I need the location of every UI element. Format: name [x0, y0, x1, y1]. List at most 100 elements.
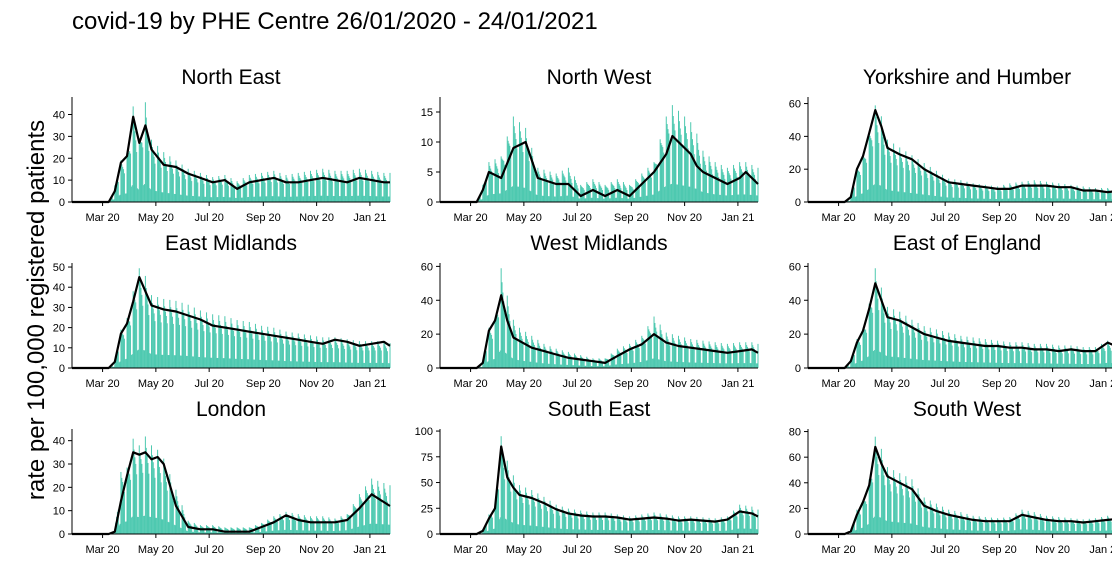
bar: [603, 366, 605, 368]
bar: [235, 358, 237, 368]
bar: [233, 336, 235, 368]
bar: [214, 327, 216, 368]
bar: [673, 518, 675, 534]
bar: [512, 522, 514, 534]
bar: [975, 188, 977, 202]
bar: [138, 139, 140, 202]
bar: [733, 510, 735, 534]
bar: [1087, 199, 1089, 202]
bar: [661, 517, 663, 534]
x-tick-label: Sep 20: [614, 212, 649, 224]
bar: [141, 294, 143, 368]
bar: [914, 337, 916, 368]
bar: [541, 195, 543, 202]
bar: [127, 470, 129, 534]
bar: [597, 529, 599, 534]
bar: [351, 528, 353, 534]
bar: [161, 519, 163, 534]
bar: [660, 515, 662, 534]
bar: [732, 363, 734, 368]
bar: [1058, 516, 1060, 534]
bar: [1078, 350, 1080, 368]
bar: [1032, 529, 1034, 534]
x-tick-label: Nov 20: [1035, 378, 1070, 390]
bar: [1056, 198, 1058, 202]
bar: [289, 344, 291, 368]
bar: [921, 359, 923, 368]
bar: [980, 343, 982, 368]
bar: [171, 312, 173, 368]
bar: [1039, 343, 1041, 368]
bar: [874, 436, 876, 534]
bar: [329, 519, 331, 534]
bar: [377, 480, 379, 534]
x-tick-label: Jul 20: [562, 212, 591, 224]
bar: [182, 309, 184, 368]
bar: [550, 175, 552, 202]
bar: [257, 335, 259, 368]
bar: [165, 481, 167, 534]
bar: [1011, 187, 1013, 202]
bar: [574, 512, 576, 534]
bar: [330, 177, 332, 202]
bar: [858, 341, 860, 368]
bar: [627, 198, 629, 202]
bar: [911, 155, 913, 202]
bar: [886, 520, 888, 534]
bar: [1093, 531, 1095, 534]
bar: [557, 352, 559, 368]
bar: [308, 361, 310, 368]
bar: [382, 196, 384, 202]
bar: [870, 479, 872, 534]
bar: [558, 512, 560, 534]
bar: [909, 358, 911, 368]
bar: [1086, 354, 1088, 368]
y-tick-label: 0: [427, 197, 433, 209]
bar: [525, 336, 527, 368]
bar: [331, 181, 333, 202]
bar: [183, 513, 185, 534]
bar: [555, 173, 557, 202]
bar: [643, 517, 645, 534]
bar: [902, 495, 904, 534]
bar: [1084, 521, 1086, 534]
bar: [508, 143, 510, 202]
bar: [1042, 519, 1044, 534]
bar: [319, 180, 321, 202]
bar: [157, 297, 159, 368]
bar: [678, 110, 679, 202]
bar: [873, 185, 875, 202]
bar: [591, 529, 593, 534]
bar: [187, 304, 189, 368]
bar: [909, 523, 911, 534]
bar: [495, 163, 497, 202]
bar: [260, 196, 262, 202]
bar: [1064, 184, 1066, 202]
bar: [728, 518, 730, 534]
bar: [933, 342, 935, 368]
bar: [703, 519, 705, 534]
bar: [1044, 530, 1046, 534]
bar: [336, 520, 338, 534]
bar: [896, 330, 898, 368]
bar: [723, 349, 725, 368]
bar: [746, 508, 748, 534]
bar: [589, 187, 591, 202]
bar: [998, 345, 1000, 368]
bar: [155, 191, 157, 202]
bar: [379, 490, 381, 534]
bar: [155, 354, 157, 368]
bar: [900, 318, 902, 368]
bar: [518, 360, 520, 368]
bar: [916, 359, 918, 368]
bar: [1102, 519, 1104, 534]
bar: [671, 515, 673, 534]
bar: [658, 530, 660, 534]
bar: [115, 357, 117, 368]
bar: [125, 193, 127, 202]
bar: [296, 530, 298, 534]
bar: [558, 353, 560, 368]
bar: [121, 332, 123, 368]
bar: [269, 522, 271, 534]
bar: [278, 360, 280, 368]
